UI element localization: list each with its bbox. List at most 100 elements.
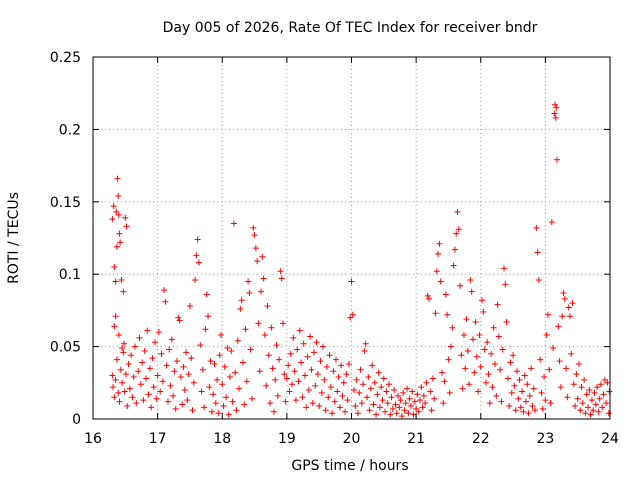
data-point	[166, 346, 173, 353]
data-point	[254, 258, 261, 265]
data-point	[417, 397, 424, 404]
data-point	[272, 376, 279, 383]
data-point	[305, 387, 312, 394]
data-point	[320, 343, 327, 350]
data-point	[210, 391, 217, 398]
data-point	[294, 346, 301, 353]
data-point	[227, 374, 234, 381]
data-point	[270, 408, 277, 415]
data-point	[129, 394, 136, 401]
data-point	[311, 349, 318, 356]
data-point	[261, 332, 268, 339]
data-point	[345, 360, 352, 367]
data-point	[329, 410, 336, 417]
data-point	[555, 323, 562, 330]
data-point	[225, 411, 232, 418]
y-tick-label: 0.15	[50, 195, 81, 211]
data-point	[428, 407, 435, 414]
data-point	[541, 374, 548, 381]
data-point	[220, 402, 227, 409]
data-point	[112, 313, 119, 320]
data-point	[587, 411, 594, 418]
data-point	[313, 339, 320, 346]
data-point	[402, 400, 409, 407]
data-point	[491, 360, 498, 367]
data-point	[406, 395, 413, 402]
data-point	[497, 366, 504, 373]
data-point	[163, 362, 170, 369]
data-point	[544, 311, 551, 318]
data-point	[397, 397, 404, 404]
data-point	[307, 333, 314, 340]
data-point	[551, 110, 558, 117]
data-point	[380, 375, 387, 382]
data-point	[495, 333, 502, 340]
data-point	[327, 384, 334, 391]
data-point	[186, 303, 193, 310]
data-point	[569, 300, 576, 307]
data-point	[283, 375, 290, 382]
data-point	[534, 249, 541, 256]
data-point	[157, 388, 164, 395]
data-point	[121, 388, 128, 395]
data-point	[595, 408, 602, 415]
data-point	[117, 366, 124, 373]
data-point	[184, 397, 191, 404]
data-point	[258, 288, 265, 295]
data-point	[326, 352, 333, 359]
data-point	[575, 360, 582, 367]
data-point	[494, 301, 501, 308]
data-point	[290, 334, 297, 341]
data-point	[119, 345, 126, 352]
data-point	[198, 388, 205, 395]
data-point	[303, 404, 310, 411]
data-point	[158, 350, 165, 357]
data-point	[188, 355, 195, 362]
data-point	[281, 371, 288, 378]
data-point	[451, 246, 458, 253]
data-point	[205, 313, 212, 320]
data-point	[171, 368, 178, 375]
data-point	[464, 347, 471, 354]
data-point	[110, 384, 117, 391]
data-point	[332, 356, 339, 363]
data-point	[510, 352, 517, 359]
data-points	[109, 101, 613, 420]
data-point	[273, 342, 280, 349]
data-point	[115, 211, 122, 218]
data-point	[256, 368, 263, 375]
data-point	[111, 323, 118, 330]
data-point	[435, 250, 442, 257]
data-point	[130, 374, 137, 381]
data-point	[431, 395, 438, 402]
data-point	[199, 366, 206, 373]
data-point	[334, 388, 341, 395]
data-point	[150, 384, 157, 391]
data-point	[581, 376, 588, 383]
data-point	[591, 389, 598, 396]
data-point	[149, 355, 156, 362]
data-point	[579, 400, 586, 407]
data-point	[141, 347, 148, 354]
data-point	[585, 404, 592, 411]
x-tick-label: 16	[84, 431, 102, 447]
data-point	[300, 340, 307, 347]
data-point	[520, 408, 527, 415]
data-point	[276, 356, 283, 363]
data-point	[442, 291, 449, 298]
data-point	[202, 326, 209, 333]
data-point	[110, 203, 117, 210]
data-point	[459, 385, 466, 392]
data-point	[498, 398, 505, 405]
data-point	[292, 397, 299, 404]
x-tick-label: 19	[278, 431, 296, 447]
data-point	[247, 346, 254, 353]
data-point	[361, 347, 368, 354]
data-point	[606, 388, 613, 395]
y-tick-label: 0.2	[59, 122, 81, 138]
data-point	[285, 362, 292, 369]
data-point	[557, 384, 564, 391]
data-point	[139, 359, 146, 366]
data-point	[457, 282, 464, 289]
data-point	[574, 395, 581, 402]
